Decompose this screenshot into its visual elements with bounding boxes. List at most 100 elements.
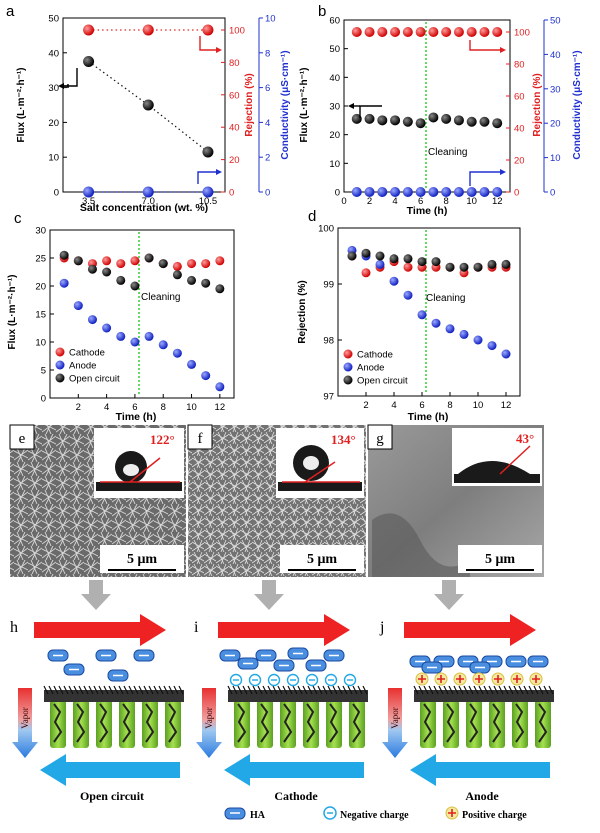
data-point [453, 27, 464, 37]
blue-tick-label: 50 [550, 16, 561, 27]
membrane-fiber [96, 700, 112, 748]
red-tick-label: 40 [514, 124, 525, 135]
sem-e-label-box [9, 424, 35, 450]
data-point [390, 27, 401, 37]
data-point [202, 146, 214, 158]
mesh-fiber [247, 685, 253, 695]
data-point [144, 331, 154, 341]
membrane-fiber [165, 700, 181, 748]
panel-a-ylabel-red: Rejection (%) [244, 73, 255, 136]
mesh-fiber [153, 685, 159, 695]
mesh-fiber [503, 685, 509, 695]
membrane-fiber [420, 700, 436, 748]
positive-sign [494, 675, 502, 683]
membrane-fiber [119, 700, 135, 748]
data-point [445, 262, 455, 272]
arrowhead-black [58, 83, 64, 89]
legend-label: Anode [357, 363, 384, 374]
blue-tick-label: 4 [265, 118, 270, 129]
mesh-fiber [493, 685, 499, 695]
panel-a-letter: a [6, 3, 15, 20]
panel-a-xlabel: Salt concentration (wt. %) [80, 202, 208, 214]
mesh-fiber [357, 685, 363, 695]
vapor-arrow [196, 688, 222, 758]
positive-sign [513, 675, 521, 683]
mesh-fiber [463, 685, 469, 695]
data-point [377, 187, 388, 197]
panel-d-legend: Cathode Anode Open circuit [343, 349, 408, 387]
data-point [130, 256, 140, 266]
data-point [130, 281, 140, 291]
panel-d-ylabel: Rejection (%) [297, 280, 308, 343]
cnt-strand [515, 703, 525, 743]
mesh-fiber [538, 685, 544, 695]
panel-c-annotation: Cleaning [141, 292, 180, 303]
schematic-j: j Vapor Anode [379, 614, 554, 803]
mesh-fiber [118, 685, 124, 695]
membrane-top-layer [414, 690, 554, 702]
data-point [201, 278, 211, 288]
data-point [428, 187, 439, 197]
mesh-fiber [302, 685, 308, 695]
data-point [351, 113, 362, 124]
panel-a: a 0 10 20 30 40 50 0 20 40 60 80 100 0 2 4 6 8 10 3.5 7.… [6, 3, 291, 214]
vapor-label: Vapor [20, 707, 30, 729]
data-point [441, 113, 452, 124]
data-point [466, 27, 477, 37]
legend-label: Cathode [69, 348, 105, 359]
mesh-fiber [242, 685, 248, 695]
panel-a-red-ticks: 0 20 40 60 80 100 [221, 26, 245, 199]
mesh-fiber [232, 685, 238, 695]
panel-c-xlabel: Time (h) [116, 411, 157, 423]
data-point [431, 318, 441, 328]
panel-a-ylabel: Flux (L·m⁻²·h⁻¹) [16, 68, 27, 143]
mesh-fiber [282, 685, 288, 695]
ytick-label: 15 [35, 310, 46, 321]
ytick-label: 20 [48, 118, 59, 129]
mesh-fiber [428, 685, 434, 695]
red-tick-label: 0 [229, 188, 234, 199]
schematic-i: i Vapor Cathode [194, 614, 368, 803]
ytick-label: 30 [48, 83, 59, 94]
mesh-fiber [448, 685, 454, 695]
panel-b-xlabel: Time (h) [407, 205, 448, 217]
down-arrow-f [254, 580, 284, 610]
data-point [73, 301, 83, 311]
blue-tick-label: 0 [265, 188, 270, 199]
xtick-label: 10 [466, 196, 477, 207]
data-point [479, 27, 490, 37]
mesh-fiber [322, 685, 328, 695]
data-point [459, 329, 469, 339]
mesh-fiber [423, 685, 429, 695]
substrate-f [278, 482, 362, 491]
red-tick-label: 60 [514, 92, 525, 103]
cnt-strand [283, 703, 293, 743]
mesh-fiber [498, 685, 504, 695]
panel-b-ylabel-red: Rejection (%) [532, 73, 543, 136]
feed-arrow [34, 614, 166, 646]
mesh-fiber [73, 685, 79, 695]
data-point [479, 116, 490, 127]
xtick-label: 6 [132, 402, 137, 413]
mesh-fiber [468, 685, 474, 695]
data-point [361, 248, 371, 258]
substrate-e [96, 482, 182, 491]
panel-b-ylabel: Flux (L·m⁻²·h⁻¹) [299, 68, 310, 143]
ytick-label: 60 [329, 16, 340, 27]
mesh-fiber [143, 685, 149, 695]
scalebar-box-e [100, 545, 184, 573]
mesh-fiber [43, 685, 49, 695]
feed-arrow [218, 614, 350, 646]
data-point [172, 261, 182, 271]
vapor-label: Vapor [204, 707, 214, 729]
scalebar-box-g [458, 545, 542, 573]
mesh-fiber [277, 685, 283, 695]
legend-label: Open circuit [357, 376, 408, 387]
ytick-label: 0 [54, 188, 59, 199]
membrane-fiber [303, 700, 319, 748]
callout-red [199, 36, 218, 51]
data-point [390, 115, 401, 126]
mesh-fiber [158, 685, 164, 695]
data-point [116, 259, 126, 269]
